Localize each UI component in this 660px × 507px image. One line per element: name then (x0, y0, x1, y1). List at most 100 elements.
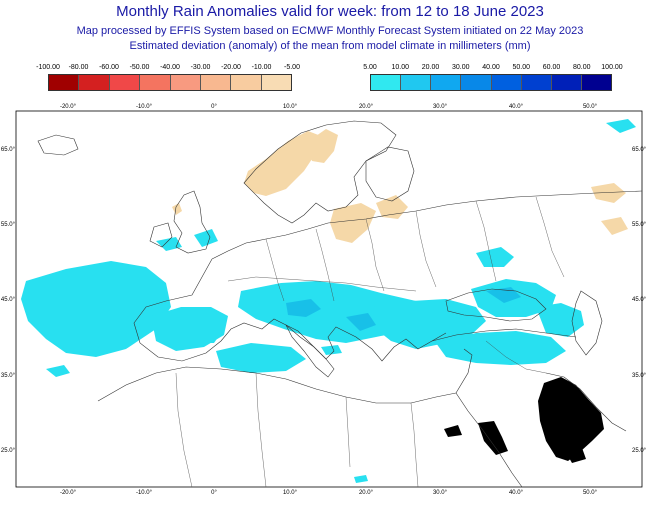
wet-area-north-russia (606, 119, 636, 133)
lat-tick-right-4: 25.0° (632, 448, 647, 454)
rain-anomaly-map: -20.0° -20.0° -10.0° -10.0° 0° 0° 10.0° 10.0° 20… (1, 104, 647, 496)
coast-ireland (149, 222, 173, 248)
coast-italy (285, 324, 335, 378)
border-12 (485, 340, 547, 374)
legend_wet-swatch-3 (461, 75, 492, 90)
coast-levant (455, 348, 473, 394)
border-4 (415, 210, 437, 288)
map-title: Monthly Rain Anomalies valid for week: f… (116, 3, 544, 20)
coast-turkey (431, 328, 577, 342)
legend_wet-label-4: 40.00 (482, 64, 500, 71)
coast-france-iberia (133, 258, 447, 362)
legend_dry-label-6: -20.00 (221, 64, 241, 71)
legend_dry-swatch-2 (109, 75, 141, 90)
legend_wet-swatch-1 (401, 75, 432, 90)
lon-tick-top-0: -20.0° (60, 104, 77, 110)
lon-tick-bottom-0: -20.0° (60, 490, 77, 496)
legend_dry-label-0: -100.00 (36, 64, 60, 71)
legend_wet-label-3: 30.00 (451, 64, 470, 71)
no-data-arabia-south (564, 445, 586, 463)
wet-anomaly-areas (21, 119, 636, 483)
legend_wet-label-7: 80.00 (572, 64, 591, 71)
lon-tick-bottom-3: 10.0° (283, 490, 298, 496)
lon-tick-bottom-2: 0° (211, 490, 217, 496)
legend-dry-scale: -100.00 -80.00 -60.00 -50.00 -40.00 -30.00 -20… (36, 64, 300, 91)
wet-area-russia (476, 247, 514, 267)
coast-scandinavia (243, 120, 397, 224)
lon-tick-top-3: 10.0° (283, 104, 298, 110)
legend_wet-label-5: 50.00 (512, 64, 531, 71)
legend_wet-swatch-0 (371, 75, 402, 90)
lon-tick-top-6: 40.0° (509, 104, 524, 110)
lat-tick-right-0: 65.0° (632, 147, 647, 153)
legend_wet-label-6: 60.00 (542, 64, 561, 71)
legend_wet-swatch-2 (431, 75, 462, 90)
lon-tick-bottom-4: 20.0° (359, 490, 374, 496)
wet-area-uk-sea (194, 229, 218, 247)
wet-strong-alps (286, 299, 321, 317)
wet-area-turkey (436, 331, 566, 365)
map-graticule-ticks: -20.0° -20.0° -10.0° -10.0° 0° 0° 10.0° 10.0° 20… (1, 104, 647, 496)
no-data-egypt-a (444, 425, 462, 437)
lat-tick-right-3: 35.0° (632, 373, 647, 379)
legend_dry-label-1: -80.00 (68, 64, 89, 71)
lon-tick-bottom-1: -10.0° (136, 490, 153, 496)
coast-red-sea (455, 392, 523, 488)
coast-gulf (545, 372, 627, 432)
dry-area-russia-east (591, 183, 626, 203)
lon-tick-top-5: 30.0° (433, 104, 448, 110)
coast-caspian (571, 290, 603, 356)
lat-tick-left-3: 35.0° (1, 373, 16, 379)
lat-tick-left-0: 65.0° (1, 147, 16, 153)
legend_dry-label-7: -10.00 (251, 64, 272, 71)
wet-area-france (191, 325, 221, 343)
legend_dry-label-2: -60.00 (99, 64, 119, 71)
dry-area-scandinavia (244, 131, 321, 196)
lon-tick-top-7: 50.0° (583, 104, 598, 110)
border-5 (475, 200, 497, 282)
legend_wet-label-0: 5.00 (363, 64, 377, 71)
lat-tick-left-2: 45.0° (1, 297, 16, 303)
legend_dry-label-3: -50.00 (129, 64, 150, 71)
wet-area-west-med (216, 343, 306, 373)
lon-tick-top-2: 0° (211, 104, 217, 110)
border-6 (535, 196, 565, 278)
border-8 (175, 372, 193, 488)
border-1 (265, 238, 285, 302)
legend_dry-swatch-4 (170, 75, 201, 90)
wet-strong-pontic (486, 287, 521, 303)
map-subtitle-units: Estimated deviation (anomaly) of the mea… (129, 40, 531, 52)
no-data-arabia (538, 377, 604, 461)
wet-area-libya (321, 345, 342, 355)
legend_wet-swatch-6 (551, 75, 582, 90)
legend_dry-swatch-3 (140, 75, 171, 90)
legend_dry-label-4: -40.00 (160, 64, 180, 71)
legend_wet-label-8: 100.00 (601, 64, 623, 71)
dry-area-uk (172, 203, 182, 215)
lon-tick-bottom-6: 40.0° (509, 490, 524, 496)
dry-area-russia-south (601, 217, 628, 235)
legend_dry-label-8: -5.00 (284, 64, 300, 71)
border-7 (227, 276, 417, 292)
lat-tick-right-1: 55.0° (632, 222, 647, 228)
dry-anomaly-areas (172, 129, 628, 243)
coast-black-sea (445, 288, 547, 322)
wet-area-north-africa (46, 365, 70, 377)
legend_dry-swatch-6 (231, 75, 262, 90)
map-subtitle-processing: Map processed by EFFIS System based on E… (76, 25, 584, 37)
no-data-egypt-b (478, 421, 508, 455)
legend_dry-swatch-0 (49, 75, 80, 90)
lon-tick-bottom-7: 50.0° (583, 490, 598, 496)
wet-area-caucasus (536, 303, 584, 337)
wet-strong-adriatic (346, 313, 376, 331)
legend_wet-swatch-5 (521, 75, 552, 90)
lon-tick-top-4: 20.0° (359, 104, 374, 110)
dry-area-baltic (330, 203, 376, 243)
wet-area-north-ireland (156, 237, 182, 251)
border-2 (315, 228, 335, 302)
legend_wet-label-2: 20.00 (421, 64, 440, 71)
lat-tick-left-1: 55.0° (1, 222, 16, 228)
legend_wet-swatch-7 (581, 75, 611, 90)
border-9 (255, 372, 267, 488)
legend_dry-swatch-7 (261, 75, 291, 90)
